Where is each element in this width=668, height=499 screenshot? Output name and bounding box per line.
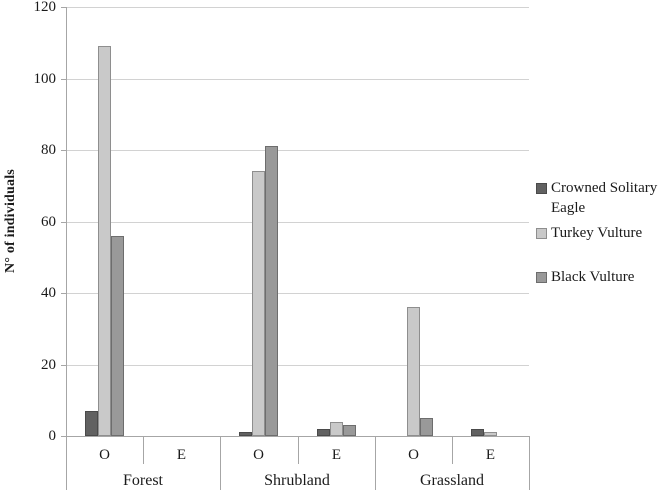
gridline-40 — [66, 293, 529, 294]
legend-label-black-vulture: Black Vulture — [551, 269, 635, 285]
x-sub-label-grassland-e: E — [485, 447, 496, 463]
legend-item-turkey-vulture: Turkey Vulture — [536, 224, 642, 244]
x-sub-label-shrubland-o: O — [253, 447, 264, 463]
bar-turkey-vulture-forest-o — [98, 46, 111, 436]
x-axis-sub-separator — [452, 436, 453, 464]
bar-black-vulture-grassland-o — [420, 418, 433, 436]
bar-turkey-vulture-grassland-e — [484, 432, 497, 436]
legend-marker-crowned-solitary-eagle-icon — [536, 183, 547, 194]
y-tick-label-120: 120 — [33, 0, 57, 15]
x-group-label-forest: Forest — [123, 472, 163, 489]
bar-crowned-solitary-eagle-forest-o — [85, 411, 98, 436]
y-tick-label-60: 60 — [41, 214, 56, 230]
x-axis-group-separator — [220, 436, 221, 490]
x-axis-group-separator — [66, 436, 67, 490]
y-axis-tick-120 — [61, 7, 66, 8]
y-axis-tick-20 — [61, 365, 66, 366]
x-group-label-shrubland: Shrubland — [264, 472, 330, 489]
legend-item-crowned-solitary-eagle: Crowned Solitary Eagle — [536, 179, 666, 219]
y-tick-label-0: 0 — [48, 428, 57, 444]
bar-black-vulture-shrubland-o — [265, 146, 278, 436]
legend-label-crowned-solitary-eagle: Crowned Solitary Eagle — [551, 180, 658, 216]
y-tick-label-20: 20 — [41, 357, 56, 373]
bar-crowned-solitary-eagle-shrubland-e — [317, 429, 330, 436]
x-sub-label-forest-o: O — [99, 447, 110, 463]
bar-turkey-vulture-shrubland-e — [330, 422, 343, 436]
legend-marker-turkey-vulture-icon — [536, 228, 547, 239]
gridline-100 — [66, 79, 529, 80]
x-axis-sub-separator — [143, 436, 144, 464]
y-axis-tick-40 — [61, 293, 66, 294]
y-axis-tick-60 — [61, 222, 66, 223]
legend-item-black-vulture: Black Vulture — [536, 268, 634, 288]
legend: Crowned Solitary Eagle Turkey Vulture Blac… — [536, 0, 666, 499]
y-axis-tick-80 — [61, 150, 66, 151]
bar-turkey-vulture-shrubland-o — [252, 171, 265, 436]
legend-marker-black-vulture-icon — [536, 272, 547, 283]
bar-black-vulture-shrubland-e — [343, 425, 356, 436]
x-sub-label-forest-e: E — [176, 447, 187, 463]
gridline-20 — [66, 365, 529, 366]
gridline-60 — [66, 222, 529, 223]
legend-label-turkey-vulture: Turkey Vulture — [551, 225, 643, 241]
bar-crowned-solitary-eagle-grassland-e — [471, 429, 484, 436]
x-axis-sub-separator — [298, 436, 299, 464]
y-tick-label-40: 40 — [41, 285, 56, 301]
gridline-120 — [66, 7, 529, 8]
x-axis-baseline — [61, 436, 529, 437]
bar-turkey-vulture-grassland-o — [407, 307, 420, 436]
y-axis-tick-100 — [61, 79, 66, 80]
x-group-label-grassland: Grassland — [420, 472, 484, 489]
x-axis-group-separator — [375, 436, 376, 490]
bar-crowned-solitary-eagle-shrubland-o — [239, 432, 252, 436]
y-tick-label-100: 100 — [33, 71, 57, 87]
gridline-80 — [66, 150, 529, 151]
y-tick-label-80: 80 — [41, 142, 56, 158]
bar-black-vulture-forest-o — [111, 236, 124, 436]
x-axis-group-separator — [529, 436, 530, 490]
y-axis-line — [66, 7, 67, 436]
x-sub-label-grassland-o: O — [408, 447, 419, 463]
x-sub-label-shrubland-e: E — [331, 447, 342, 463]
